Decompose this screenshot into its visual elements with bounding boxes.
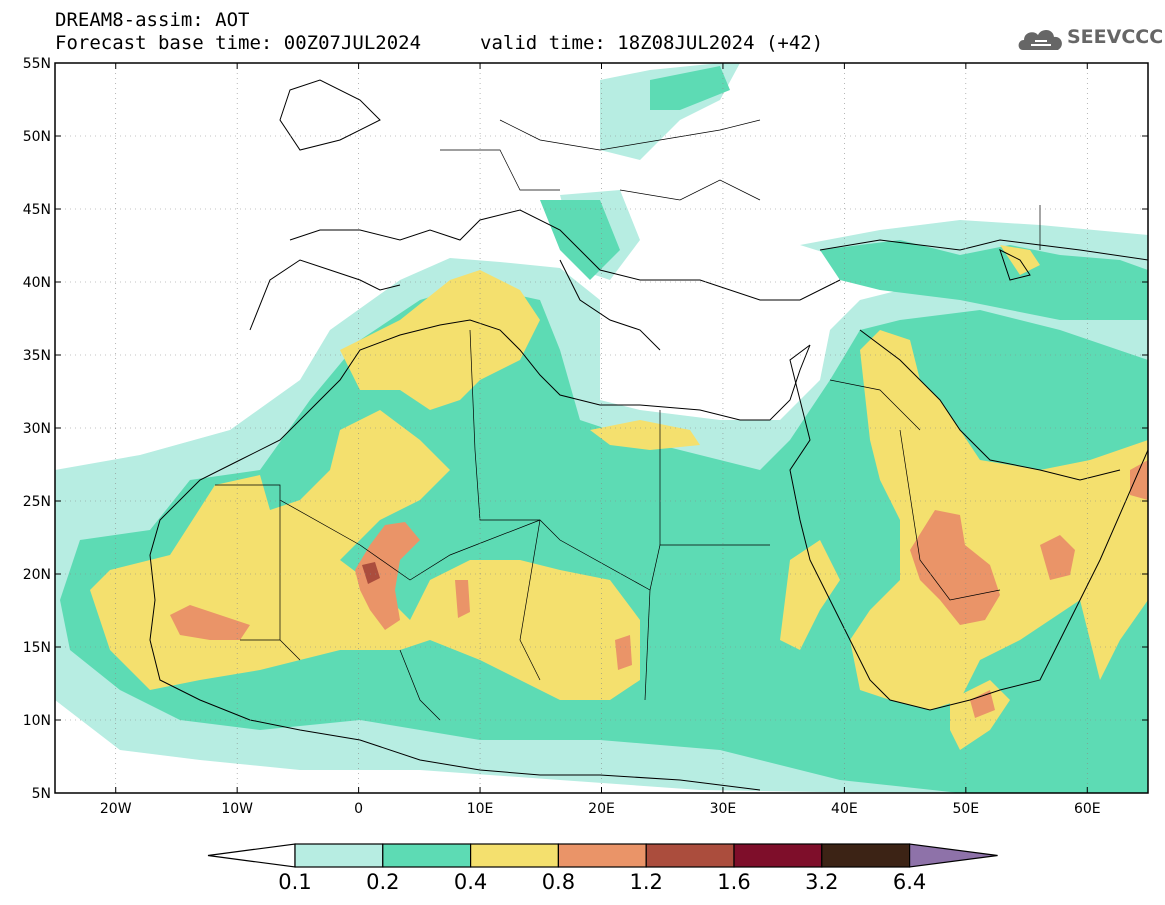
lat-label: 50N [23,129,51,145]
colorbar-swatch [645,843,735,868]
colorbar-label: 0.2 [366,870,399,894]
colorbar-label: 3.2 [805,870,838,894]
cloud-icon [1018,29,1062,50]
logo-text: SEEVCCC [1067,26,1164,48]
colorbar-swatch [382,843,472,868]
colorbar-swatch-over [908,843,998,868]
lon-label: 60E [1074,801,1101,817]
lat-label: 45N [23,202,51,218]
forecast-base-time: Forecast base time: 00Z07JUL2024 [55,32,422,54]
valid-time: valid time: 18Z08JUL2024 (+42) [480,32,824,54]
colorbar-label: 0.1 [278,870,311,894]
colorbar-swatch [733,843,823,868]
lat-label: 40N [23,275,51,291]
lon-label: 30E [710,801,737,817]
lon-label: 20E [588,801,615,817]
lat-label: 15N [23,640,51,656]
colorbar-swatch [294,843,384,868]
lon-label: 0 [354,801,363,817]
seevccc-logo: SEEVCCC [1015,22,1163,56]
lat-label: 55N [23,56,51,72]
colorbar-swatch [821,843,911,868]
chart-title: DREAM8-assim: AOT [55,9,250,31]
lat-label: 10N [23,713,51,729]
lat-label: 5N [32,786,51,802]
lon-label: 20W [100,801,132,817]
borders [215,119,1041,721]
colorbar-swatches [207,843,998,868]
colorbar-label: 1.2 [629,870,662,894]
lat-label: 30N [23,421,51,437]
lon-label: 10W [221,801,253,817]
lat-label: 25N [23,494,51,510]
lat-axis-labels: 55N 50N 45N 40N 35N 30N 25N 20N 15N 10N 5N [23,56,51,802]
lon-label: 40E [831,801,858,817]
colorbar-label: 1.6 [717,870,750,894]
colorbar-label: 0.4 [454,870,487,894]
lat-label: 20N [23,567,51,583]
lat-label: 35N [23,348,51,364]
colorbar-swatch [557,843,647,868]
lon-label: 10E [467,801,494,817]
aot-contours [55,63,1148,793]
coastlines [149,79,1148,791]
colorbar-swatch-under [207,843,296,868]
colorbar-label: 0.8 [542,870,575,894]
axis-ticks [55,62,1148,794]
colorbar-labels: 0.1 0.2 0.4 0.8 1.2 1.6 3.2 6.4 [278,870,926,894]
colorbar-label: 6.4 [893,870,926,894]
lon-axis-labels: 20W 10W 0 10E 20E 30E 40E 50E 60E [100,801,1101,817]
lon-label: 50E [952,801,979,817]
gridlines [55,63,1148,793]
colorbar-swatch [470,843,560,868]
